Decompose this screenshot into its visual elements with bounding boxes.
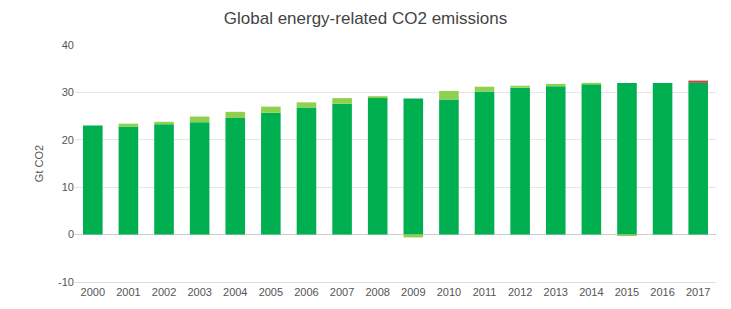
svg-text:2014: 2014 <box>579 286 603 298</box>
svg-text:40: 40 <box>62 39 74 51</box>
svg-text:Global energy-related CO2 emis: Global energy-related CO2 emissions <box>224 9 507 28</box>
svg-text:20: 20 <box>62 134 74 146</box>
svg-text:0: 0 <box>68 228 74 240</box>
svg-text:-10: -10 <box>58 276 74 288</box>
svg-text:2015: 2015 <box>615 286 639 298</box>
svg-text:2008: 2008 <box>365 286 389 298</box>
svg-text:30: 30 <box>62 86 74 98</box>
svg-text:2007: 2007 <box>330 286 354 298</box>
svg-text:2017: 2017 <box>686 286 710 298</box>
svg-text:2003: 2003 <box>187 286 211 298</box>
svg-text:2010: 2010 <box>437 286 461 298</box>
svg-text:2005: 2005 <box>259 286 283 298</box>
svg-text:2016: 2016 <box>650 286 674 298</box>
svg-text:2012: 2012 <box>508 286 532 298</box>
svg-text:2006: 2006 <box>294 286 318 298</box>
svg-text:2013: 2013 <box>544 286 568 298</box>
svg-text:2009: 2009 <box>401 286 425 298</box>
svg-text:2004: 2004 <box>223 286 247 298</box>
svg-text:2001: 2001 <box>116 286 140 298</box>
svg-text:2000: 2000 <box>81 286 105 298</box>
svg-text:10: 10 <box>62 181 74 193</box>
svg-text:Gt CO2: Gt CO2 <box>33 145 45 182</box>
svg-text:2011: 2011 <box>473 286 497 298</box>
svg-text:2002: 2002 <box>152 286 176 298</box>
